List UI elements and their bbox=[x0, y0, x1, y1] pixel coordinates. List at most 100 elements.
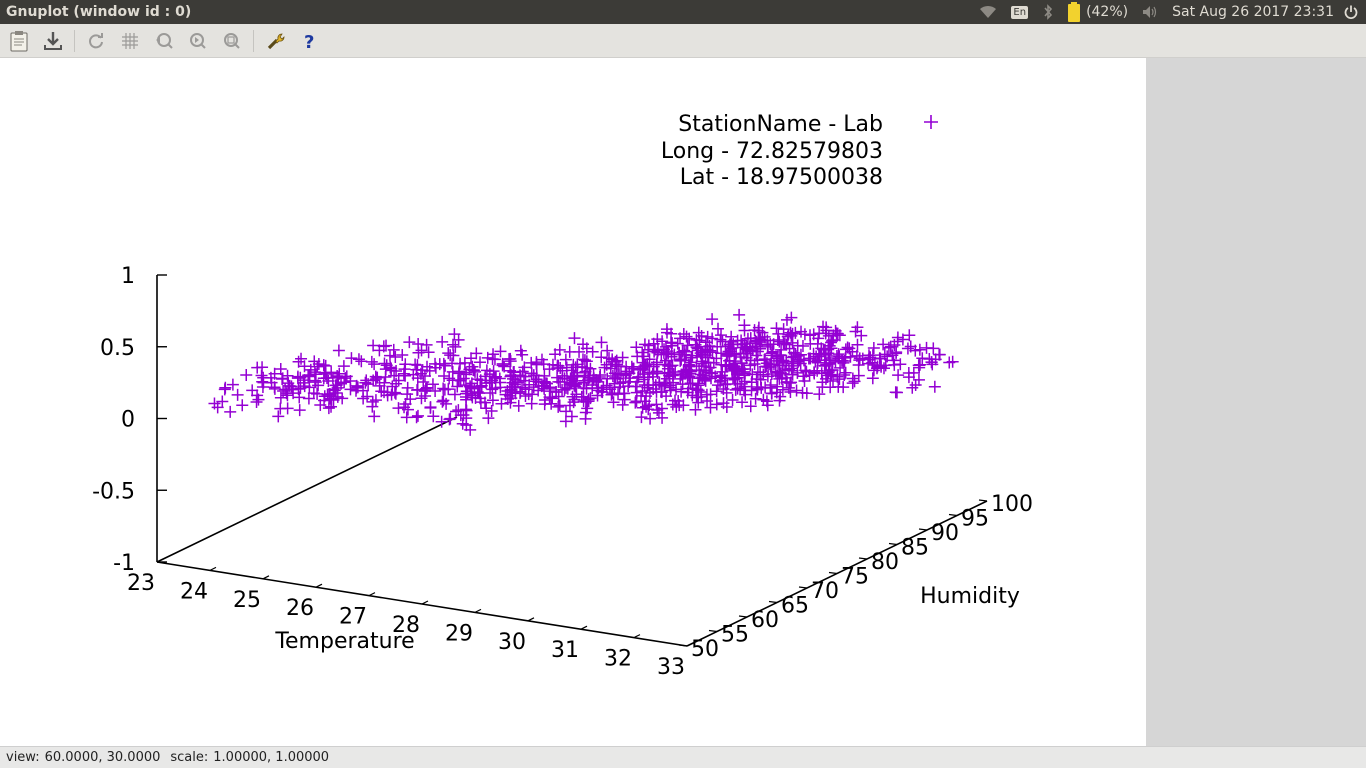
data-point bbox=[595, 351, 608, 364]
grid-icon[interactable] bbox=[115, 27, 145, 55]
x-tick-label: 30 bbox=[498, 630, 526, 655]
y-tick-label: 95 bbox=[961, 507, 989, 532]
data-point bbox=[375, 385, 388, 398]
data-point bbox=[429, 361, 442, 374]
data-point bbox=[772, 327, 785, 340]
x-tick-label: 29 bbox=[445, 621, 473, 646]
data-point bbox=[460, 385, 473, 398]
x-tick bbox=[421, 600, 429, 605]
data-point bbox=[600, 358, 613, 371]
keyboard-layout-icon[interactable]: En bbox=[1011, 5, 1029, 19]
data-point bbox=[308, 355, 321, 368]
export-icon[interactable] bbox=[38, 27, 68, 55]
autoscale-icon[interactable] bbox=[217, 27, 247, 55]
data-point bbox=[825, 335, 838, 347]
data-point bbox=[280, 387, 293, 400]
data-point bbox=[389, 387, 402, 400]
data-point bbox=[601, 372, 614, 385]
data-point bbox=[427, 410, 440, 423]
data-point bbox=[766, 345, 779, 358]
data-point bbox=[292, 355, 305, 368]
data-point bbox=[446, 365, 459, 378]
data-point bbox=[720, 348, 733, 361]
data-point bbox=[765, 387, 778, 400]
help-icon[interactable]: ? bbox=[294, 27, 324, 55]
data-point bbox=[881, 350, 894, 363]
indicator-area: En (42%) Sat Aug 26 2017 23:31 bbox=[965, 0, 1366, 24]
data-point bbox=[791, 349, 804, 362]
bluetooth-icon[interactable] bbox=[1042, 4, 1054, 20]
replot-icon[interactable] bbox=[81, 27, 111, 55]
data-point bbox=[482, 412, 495, 425]
data-point bbox=[692, 326, 705, 339]
clock[interactable]: Sat Aug 26 2017 23:31 bbox=[1172, 4, 1334, 20]
battery-indicator[interactable]: (42%) bbox=[1068, 2, 1128, 22]
data-point bbox=[488, 353, 501, 366]
y-tick bbox=[918, 528, 928, 531]
data-point bbox=[668, 348, 681, 361]
data-point bbox=[813, 388, 826, 401]
y-tick bbox=[858, 557, 868, 560]
data-point bbox=[283, 379, 296, 392]
data-point bbox=[846, 372, 859, 385]
data-point bbox=[642, 339, 655, 352]
data-point bbox=[438, 383, 451, 396]
wifi-icon[interactable] bbox=[979, 5, 997, 19]
data-point bbox=[744, 332, 757, 345]
volume-icon[interactable] bbox=[1142, 5, 1158, 19]
data-point bbox=[677, 327, 690, 340]
plot-canvas[interactable]: -1 -0.5 0 0.5 1 23 24 25 26 27 28 29 30 31 32 33 50 55 60 6… bbox=[0, 58, 1146, 746]
data-point bbox=[648, 345, 661, 358]
previous-zoom-icon[interactable] bbox=[149, 27, 179, 55]
data-point bbox=[437, 382, 450, 395]
data-point bbox=[282, 377, 295, 390]
data-point bbox=[550, 385, 563, 398]
data-point bbox=[714, 374, 727, 387]
data-point bbox=[250, 395, 263, 408]
data-point bbox=[579, 395, 592, 408]
data-point bbox=[251, 361, 264, 374]
data-point bbox=[607, 396, 620, 409]
data-point bbox=[775, 349, 788, 362]
options-icon[interactable] bbox=[260, 27, 290, 55]
data-point bbox=[549, 348, 562, 361]
data-point bbox=[559, 415, 572, 428]
data-point bbox=[750, 382, 763, 395]
data-point bbox=[355, 355, 368, 368]
data-point bbox=[470, 347, 483, 360]
data-point bbox=[800, 387, 813, 400]
data-point bbox=[392, 402, 405, 415]
data-point bbox=[293, 404, 306, 417]
data-point bbox=[580, 342, 593, 355]
data-point bbox=[784, 377, 797, 390]
data-point bbox=[710, 398, 723, 411]
data-point bbox=[438, 369, 451, 382]
x-tick bbox=[686, 642, 694, 647]
y-tick-label: 85 bbox=[901, 536, 929, 561]
power-icon[interactable] bbox=[1344, 5, 1358, 19]
clipboard-icon[interactable] bbox=[4, 27, 34, 55]
data-point bbox=[761, 339, 774, 352]
x-tick-label: 31 bbox=[551, 638, 579, 663]
data-point bbox=[471, 386, 484, 399]
data-point bbox=[294, 382, 307, 395]
data-point bbox=[530, 369, 543, 382]
data-point bbox=[625, 360, 638, 373]
data-point bbox=[785, 311, 798, 324]
data-point bbox=[459, 379, 472, 392]
data-point bbox=[452, 333, 465, 346]
data-point bbox=[541, 377, 554, 390]
data-point bbox=[833, 350, 846, 363]
data-point bbox=[871, 362, 884, 375]
next-zoom-icon[interactable] bbox=[183, 27, 213, 55]
x-tick bbox=[262, 575, 270, 580]
data-point bbox=[339, 372, 352, 385]
data-point bbox=[866, 372, 879, 385]
data-point bbox=[411, 372, 424, 385]
data-point bbox=[503, 353, 516, 366]
data-point bbox=[236, 399, 249, 412]
data-point bbox=[484, 387, 497, 400]
data-point bbox=[866, 349, 879, 362]
data-point bbox=[422, 346, 435, 359]
data-point bbox=[808, 366, 821, 379]
